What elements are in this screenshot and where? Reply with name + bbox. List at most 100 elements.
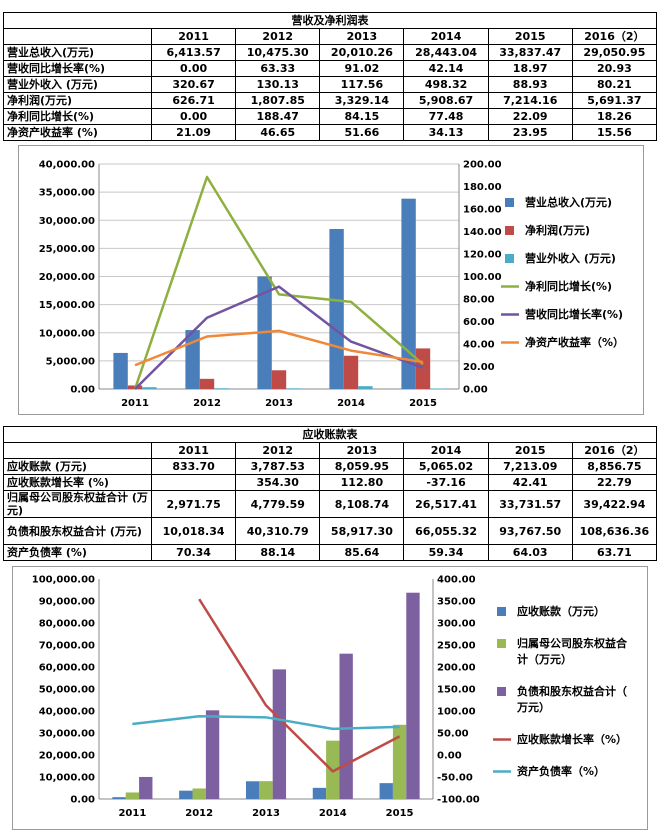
column-header: [3, 442, 152, 459]
bar: [430, 388, 445, 389]
y-tick-label: 60,000.00: [39, 663, 95, 674]
y2-tick-label: 350.00: [437, 597, 476, 608]
table-cell: 84.15: [319, 108, 405, 125]
legend-entry: 营收同比增长率(%): [501, 307, 623, 321]
y-tick-label: 10,000.00: [39, 773, 95, 784]
table-cell: 4,779.59: [235, 490, 321, 518]
bar: [271, 370, 287, 389]
y2-tick-label: 100.00: [437, 707, 476, 718]
table-cell: 18.26: [571, 108, 658, 125]
bar: [192, 788, 206, 799]
receivables-table-header: 2011 2012 2013 2014 2015 2016（2）: [3, 442, 658, 459]
y-tick-label: 30,000.00: [39, 729, 95, 740]
table-row: 营业总收入(万元) 6,413.57 10,475.30 20,010.26 28,44…: [3, 44, 658, 61]
bar: [245, 781, 260, 799]
column-header: 2011: [150, 28, 237, 45]
legend-entry: 净利润(万元): [505, 223, 590, 237]
table-cell: 3,329.14: [319, 92, 405, 109]
row-label: 营业总收入(万元): [3, 44, 152, 61]
legend-label: 万元）: [516, 701, 550, 714]
y-tick-label: 80,000.00: [39, 619, 95, 630]
receivables-table-section: 应收账款表 2011 2012 2013 2014 2015 2016（2） 应…: [0, 426, 660, 561]
table-cell: 91.02: [319, 60, 405, 77]
y-tick-label: 40,000.00: [39, 707, 95, 718]
y2-tick-label: 160.00: [463, 205, 502, 216]
y2-tick-label: 60.00: [463, 317, 495, 328]
series-line: [133, 175, 424, 390]
y2-tick-label: 0.00: [437, 751, 462, 762]
table-cell: 8,856.75: [571, 458, 658, 475]
table-cell: 33,731.57: [487, 490, 573, 518]
table-cell: 7,214.16: [487, 92, 573, 109]
table-cell: 22.09: [487, 108, 573, 125]
table-cell: 188.47: [235, 108, 321, 125]
y-tick-label: 20,000.00: [39, 751, 95, 762]
table-cell: 22.79: [571, 474, 658, 491]
legend-label: 归属母公司股东权益合: [517, 636, 628, 650]
table-cell: 2,971.75: [150, 490, 237, 518]
row-label: 营收同比增长率(%): [3, 60, 152, 77]
column-header: 2013: [319, 442, 405, 459]
bar: [343, 355, 359, 389]
table-cell: 93,767.50: [487, 517, 573, 545]
y-tick-label: 0.00: [70, 385, 95, 396]
x-tick-label: 2011: [118, 808, 146, 819]
legend-swatch: [497, 687, 506, 696]
table-cell: 33,837.47: [487, 44, 573, 61]
table-row: 应收账款增长率 (%) 354.30 112.80 -37.16 42.41 22.79: [3, 474, 658, 491]
bar: [329, 229, 344, 389]
legend-label: 营收同比增长率(%): [525, 307, 623, 321]
y-tick-label: 40,000.00: [39, 160, 95, 171]
table-cell: 39,422.94: [571, 490, 658, 518]
x-tick-label: 2011: [121, 398, 149, 409]
y-tick-label: 15,000.00: [39, 300, 95, 311]
income-table: 营收及净利润表 2011 2012 2013 2014 2015 2016（2）…: [3, 12, 658, 141]
column-header: 2012: [235, 28, 321, 45]
table-cell: 42.41: [487, 474, 573, 491]
legend-label: 应收账款增长率（%）: [517, 732, 627, 746]
bar: [139, 776, 153, 799]
legend-swatch: [497, 639, 506, 648]
table-cell: 58,917.30: [319, 517, 405, 545]
table-row: 净利同比增长(%) 0.00 188.47 84.15 77.48 22.09 18.26: [3, 108, 658, 125]
bar: [179, 790, 193, 799]
y-tick-label: 10,000.00: [39, 328, 95, 339]
y2-tick-label: 80.00: [463, 295, 495, 306]
y2-tick-label: -100.00: [437, 795, 480, 806]
receivables-chart: 0.00 10,000.00 20,000.00 30,000.00 40,000.00…: [12, 566, 648, 830]
table-cell: 85.64: [319, 544, 405, 561]
table-cell: 320.67: [150, 76, 237, 93]
table-cell: 51.66: [319, 124, 405, 141]
y2-tick-label: 100.00: [463, 272, 502, 283]
y2-tick-label: 120.00: [463, 250, 502, 261]
column-header: 2014: [403, 442, 489, 459]
table-cell: -37.16: [403, 474, 489, 491]
bar: [401, 198, 416, 389]
legend-entry: 归属母公司股东权益合计（万元）: [497, 636, 628, 666]
table-cell: 20,010.26: [319, 44, 405, 61]
table-cell: 28,443.04: [403, 44, 489, 61]
y2-tick-label: -50.00: [437, 773, 473, 784]
column-header: 2012: [235, 442, 321, 459]
receivables-table-title: 应收账款表: [3, 426, 657, 443]
income-table-section: 营收及净利润表 2011 2012 2013 2014 2015 2016（2）…: [0, 12, 660, 141]
table-cell: 833.70: [150, 458, 237, 475]
table-cell: 108,636.36: [571, 517, 658, 545]
bar: [379, 783, 393, 799]
x-tick-label: 2013: [265, 398, 293, 409]
table-cell: 7,213.09: [487, 458, 573, 475]
table-cell: 26,517.41: [403, 490, 489, 518]
x-tick-label: 2015: [409, 398, 437, 409]
bar: [358, 386, 373, 389]
y-tick-label: 70,000.00: [39, 641, 95, 652]
y2-tick-label: 200.00: [437, 663, 476, 674]
table-cell: 42.14: [403, 60, 489, 77]
series-line: [134, 285, 424, 390]
table-cell: 10,018.34: [150, 517, 237, 545]
table-cell: 66,055.32: [403, 517, 489, 545]
table-cell: 8,059.95: [319, 458, 405, 475]
income-table-title: 营收及净利润表: [3, 12, 657, 29]
table-cell: 20.93: [571, 60, 658, 77]
bar: [406, 592, 420, 799]
bar: [113, 352, 128, 389]
